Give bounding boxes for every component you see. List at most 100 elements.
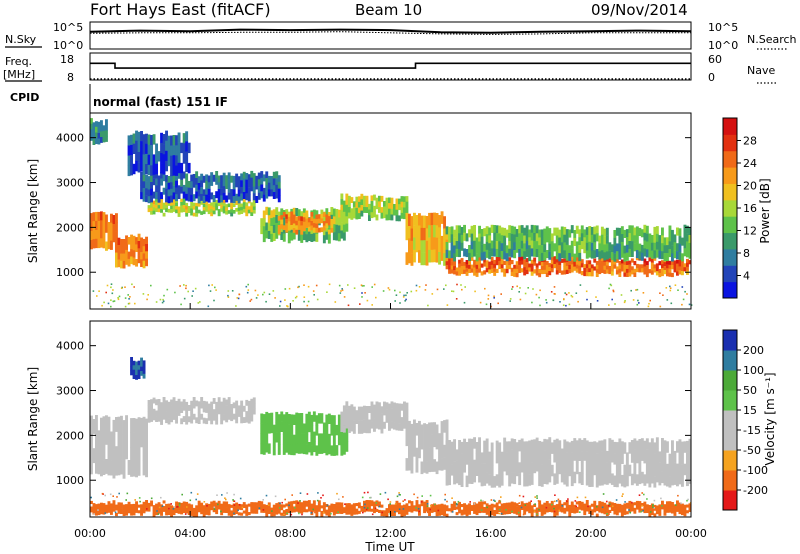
power-cell	[207, 175, 211, 183]
velocity-cell	[668, 501, 672, 505]
power-cell	[242, 202, 246, 206]
power-cell	[505, 265, 509, 270]
velocity-cell	[147, 411, 151, 418]
velocity-cell	[400, 423, 404, 431]
nsky-label: N.Sky	[5, 33, 37, 46]
power-cell	[615, 227, 619, 236]
velocity-speck	[221, 494, 223, 496]
power-cell	[645, 241, 649, 250]
power-speck	[614, 303, 616, 305]
velocity-cell	[448, 440, 451, 452]
velocity-cell	[297, 504, 301, 508]
power-cell	[200, 180, 204, 188]
velocity-cell	[165, 506, 168, 510]
velocity-cell	[608, 504, 612, 508]
power-cell	[155, 185, 158, 193]
power-cell	[252, 179, 256, 187]
power-cell	[465, 233, 469, 242]
velocity-speck	[426, 503, 429, 505]
velocity-cell	[287, 501, 291, 505]
power-cell	[222, 186, 226, 194]
velocity-cell	[638, 503, 642, 507]
power-cell	[473, 232, 476, 241]
power-cell	[210, 212, 214, 217]
velocity-cell	[175, 400, 178, 407]
velocity-speck	[480, 499, 482, 502]
velocity-cell	[160, 402, 163, 409]
velocity-cell	[117, 416, 121, 432]
power-cell	[540, 266, 544, 271]
velocity-cell	[568, 510, 572, 514]
power-cell	[137, 248, 141, 256]
velocity-cell	[337, 502, 341, 506]
power-cell	[681, 253, 684, 262]
power-cell	[112, 224, 116, 234]
power-speck	[334, 301, 337, 303]
power-cell	[185, 161, 189, 172]
power-cell	[533, 248, 537, 257]
power-cell	[265, 230, 269, 239]
velocity-cell	[275, 511, 279, 515]
power-speck	[666, 299, 669, 301]
power-cell	[250, 209, 254, 213]
power-cell	[653, 250, 657, 259]
velocity-cell	[570, 440, 574, 453]
power-cell	[625, 237, 629, 246]
power-speck	[231, 290, 234, 292]
velocity-cell	[653, 504, 657, 508]
velocity-speck	[310, 512, 313, 514]
power-cell	[473, 267, 476, 272]
velocity-cell	[110, 511, 113, 515]
velocity-cell	[458, 501, 461, 505]
power-cell	[470, 249, 474, 258]
power-cell	[423, 252, 426, 266]
power-cell	[668, 249, 672, 258]
velocity-cell	[540, 512, 544, 516]
velocity-cell	[438, 433, 441, 446]
velocity-cell	[623, 511, 627, 515]
velocity-speck	[680, 502, 682, 505]
power-cell	[210, 178, 214, 186]
power-cell	[505, 229, 509, 238]
velocity-cell	[102, 430, 106, 446]
power-speck	[455, 298, 458, 300]
velocity-cell	[240, 400, 244, 407]
velocity-cell	[122, 434, 126, 450]
velocity-cell	[250, 415, 254, 422]
velocity-cell	[290, 509, 294, 513]
velocity-cell	[393, 507, 396, 511]
power-cell	[686, 270, 689, 275]
velocity-cell	[618, 472, 622, 484]
power-cell	[90, 213, 93, 223]
velocity-speck	[498, 499, 501, 502]
power-cell	[160, 192, 163, 200]
velocity-cell	[230, 504, 234, 508]
power-cell	[315, 214, 319, 220]
velocity-speck	[336, 492, 338, 495]
power-cell	[610, 263, 614, 268]
power-cell	[668, 260, 672, 265]
noise-right-tick-top: 10^5	[708, 21, 738, 34]
velocity-cell	[495, 474, 499, 486]
velocity-cell	[645, 472, 649, 484]
power-cell	[430, 237, 434, 251]
velocity-speck	[389, 501, 392, 503]
power-cell	[555, 243, 559, 252]
velocity-cell	[388, 507, 391, 511]
velocity-cell	[605, 510, 609, 514]
velocity-cell	[332, 506, 336, 510]
power-cell	[563, 234, 567, 243]
velocity-cell	[468, 461, 471, 473]
velocity-cell	[570, 507, 574, 511]
power-speck	[211, 284, 213, 286]
power-cell	[352, 212, 356, 219]
power-cell	[686, 241, 689, 250]
power-cell	[490, 268, 494, 273]
velocity-speck	[213, 508, 216, 510]
power-cell	[97, 138, 101, 145]
velocity-cell	[363, 500, 366, 504]
power-cell	[290, 211, 294, 217]
velocity-cell	[375, 415, 379, 422]
velocity-cell	[508, 505, 512, 509]
velocity-cell	[681, 503, 684, 507]
